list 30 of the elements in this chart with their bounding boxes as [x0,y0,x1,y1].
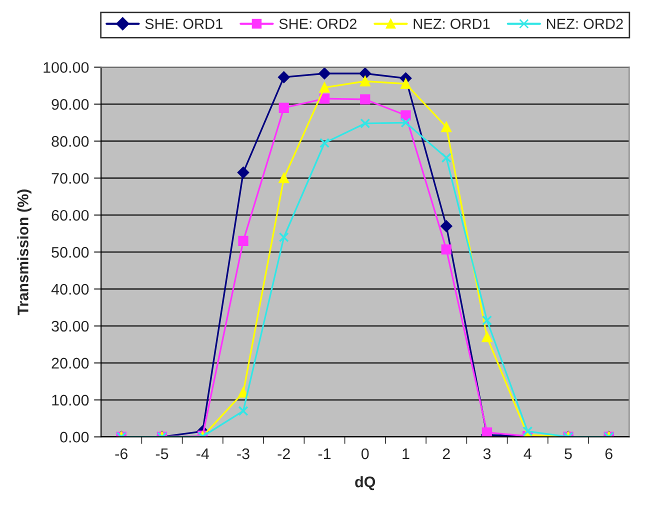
legend-label: SHE: ORD2 [279,18,356,30]
y-tick-label: 20.00 [52,358,89,369]
y-tick-label: 0.00 [60,432,89,443]
y-tick-label: 30.00 [52,320,89,332]
x-tick-label: -2 [278,448,290,460]
x-tick-label: -1 [318,448,331,460]
y-tick-label: 50.00 [52,246,89,258]
y-tick-label: 90.00 [52,99,89,110]
legend-label: SHE: ORD1 [145,18,222,30]
x-tick-label: 6 [605,448,612,460]
x-tick-label: 4 [524,448,532,460]
y-tick-label: 70.00 [52,172,89,184]
x-tick-label: 5 [564,448,572,460]
x-tick-label: -3 [237,448,250,460]
legend-label: NEZ: ORD2 [547,18,623,30]
y-tick-label: 10.00 [52,394,89,406]
y-axis-title: Transmission (%) [17,190,32,316]
y-tick-label: 100.00 [44,62,89,73]
x-tick-label: -5 [156,448,168,460]
y-tick-label: 80.00 [52,136,89,147]
x-tick-label: -4 [196,448,209,460]
x-tick-label: 1 [402,448,410,460]
x-tick-label: -6 [115,448,128,460]
x-tick-label: 2 [442,448,450,460]
x-tick-label: 0 [361,448,369,460]
x-tick-label: 3 [483,448,491,460]
y-tick-label: 60.00 [52,210,89,221]
legend-label: NEZ: ORD1 [414,18,490,30]
x-axis-title: dQ [355,476,376,490]
y-tick-label: 40.00 [51,284,89,295]
